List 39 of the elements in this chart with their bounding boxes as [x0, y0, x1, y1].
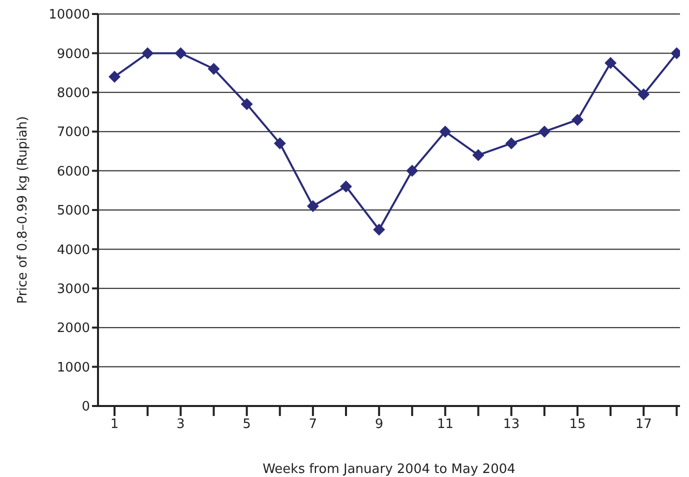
point — [604, 57, 617, 69]
point — [439, 126, 452, 138]
y-tick-label: 4000 — [56, 242, 90, 258]
point — [108, 70, 121, 83]
point — [240, 98, 253, 110]
point — [174, 47, 187, 60]
point — [505, 137, 518, 150]
point — [538, 126, 550, 138]
y-tick-label: 1000 — [56, 360, 90, 376]
point — [274, 137, 286, 150]
y-tick-label: 8000 — [56, 86, 90, 102]
point — [406, 164, 418, 177]
x-tick-label: 13 — [503, 417, 520, 432]
y-tick-label: 0 — [82, 400, 90, 415]
x-tick-label: 3 — [176, 417, 185, 432]
point — [306, 200, 319, 212]
point — [571, 114, 584, 126]
x-tick-label: 17 — [635, 417, 652, 432]
y-tick-label: 10000 — [48, 8, 90, 23]
point — [208, 62, 220, 75]
x-tick-label: 11 — [436, 417, 454, 432]
y-tick-label: 5000 — [56, 204, 90, 219]
point — [638, 88, 650, 100]
x-tick-label: 15 — [569, 417, 586, 432]
y-tick-label: 9000 — [56, 46, 90, 62]
x-tick-label: 1 — [110, 417, 119, 432]
y-axis-title: Price of 0.8–0.99 kg (Rupiah) — [16, 116, 31, 304]
x-tick-label: 9 — [374, 417, 384, 432]
point — [340, 180, 352, 192]
point — [142, 47, 154, 60]
y-tick-label: 7000 — [56, 125, 90, 140]
x-tick-label: 7 — [308, 417, 318, 432]
y-tick-label: 6000 — [56, 164, 90, 180]
point — [472, 149, 484, 162]
y-tick-label: 3000 — [56, 282, 90, 298]
x-axis-title: Weeks from January 2004 to May 2004 — [262, 462, 516, 477]
x-tick-label: 5 — [242, 417, 251, 432]
y-tick-label: 2000 — [56, 321, 90, 336]
point — [373, 224, 386, 236]
